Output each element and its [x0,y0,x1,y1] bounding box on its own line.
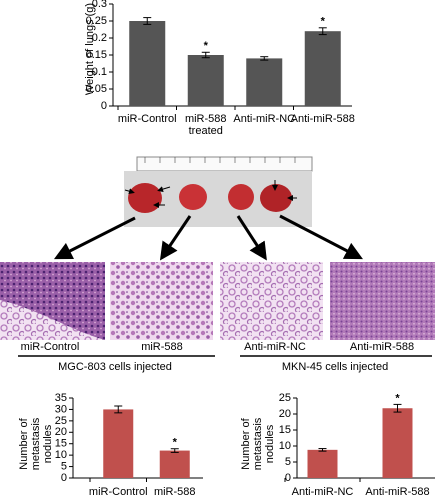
nodule-arrows [124,180,297,208]
panel-label: miR-Control [21,341,80,353]
y-tick-label: 30 [55,403,67,415]
y-tick-label: 25 [279,392,291,404]
y-tick-label: 0.25 [86,15,107,27]
x-tick-label: miR-Control [88,486,148,498]
y-tick-label: 0.15 [86,49,107,61]
y-tick-label: 5 [61,460,67,472]
y-tick-label: 0.05 [86,83,107,95]
y-tick-label: 15 [279,424,291,436]
x-tick-label: Anti-miR-NC [291,486,354,498]
y-tick-label: 0 [101,100,107,112]
y-tick-label: 10 [55,449,67,461]
panel-arrows [53,214,363,261]
x-tick-label: Anti-miR-588 [365,486,430,498]
x-tick-label: Anti-miR-NC [233,113,296,125]
y-tick-label: 10 [279,440,291,452]
panel-label: Anti-miR-NC [244,341,306,353]
bar [129,21,166,106]
y-tick-label: 15 [55,438,67,450]
bar [187,55,224,106]
y-axis-label: Number of metastasis nodules [240,417,276,471]
y-tick-label: 0.3 [92,0,107,10]
group-label: MGC-803 cells injected [58,361,172,373]
bar [382,408,413,478]
bar [304,31,341,107]
significance-marker: * [173,437,178,449]
histology-image [110,262,213,340]
x-tick-label: miR-588 treated [184,113,227,137]
significance-marker: * [395,392,400,404]
y-tick-label: 25 [55,415,67,427]
panel-label: miR-588 [141,341,183,353]
lung [228,184,254,210]
significance-marker: * [204,40,209,52]
bar [159,450,190,478]
y-tick-label: 20 [279,408,291,420]
panel-label: Anti-miR-588 [350,341,414,353]
group-label: MKN-45 cells injected [282,361,388,373]
ruler [136,156,313,172]
lung [128,183,162,213]
histology-image [220,262,323,340]
y-axis-label: Weight of lungs (g) [84,2,96,96]
y-tick-label: 0.2 [92,32,107,44]
bar [307,449,338,478]
lung [260,184,292,212]
y-tick-label: 35 [55,392,67,404]
ruler-ticks [144,157,296,163]
x-tick-label: Anti-miR-588 [290,113,355,125]
bar [103,409,134,478]
histology-image-region [0,300,105,340]
histology-image [330,262,435,340]
y-tick-label: 20 [55,426,67,438]
x-tick-label: miR-Control [117,113,177,125]
y-axis-label: Number of metastasis nodules [18,417,54,471]
y-tick-label: 0.1 [92,66,107,78]
y-tick-label: 5 [285,456,291,468]
y-tick-label: 0 [285,472,291,484]
y-tick-label: 0 [61,472,67,484]
bar [246,58,283,106]
significance-marker: * [321,16,326,28]
x-tick-label: miR-588 [153,486,196,498]
lung [179,184,207,210]
